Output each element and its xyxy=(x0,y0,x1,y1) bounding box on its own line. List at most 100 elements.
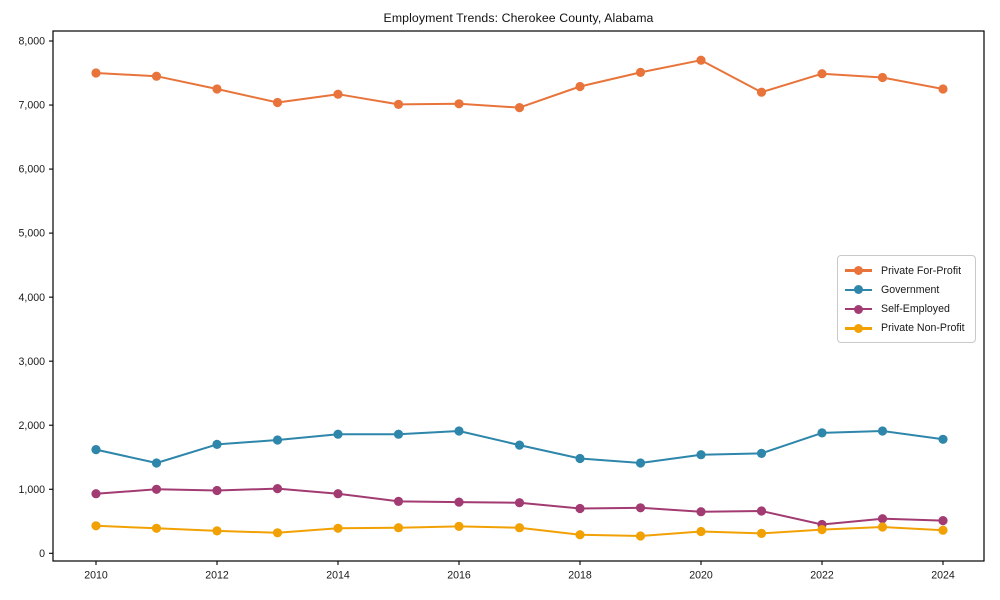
x-tick-label: 2022 xyxy=(810,570,834,582)
data-point-private-for-profit-2019 xyxy=(635,67,646,77)
line-private-for-profit xyxy=(95,59,944,109)
y-tick-label: 0 xyxy=(39,548,45,560)
legend-item-self-employed: Self-Employed xyxy=(845,300,969,319)
x-tick-label: 2014 xyxy=(326,570,350,582)
legend-marker-private-non-profit xyxy=(845,323,872,334)
chart-title: Employment Trends: Cherokee County, Alab… xyxy=(383,11,654,25)
legend-label: Government xyxy=(881,283,940,296)
data-point-government-2012 xyxy=(212,439,222,449)
data-point-private-for-profit-2017 xyxy=(514,103,525,113)
legend-label: Self-Employed xyxy=(881,303,950,316)
data-point-private-non-profit-2017 xyxy=(514,523,525,533)
legend-marker-government xyxy=(845,284,872,296)
data-point-self-employed-2010 xyxy=(91,489,101,499)
data-point-private-for-profit-2018 xyxy=(575,81,585,92)
x-axis: 2010 2012 2014 2016 2018 2020 2022 2024 xyxy=(84,561,955,582)
data-point-government-2024 xyxy=(938,434,948,444)
data-point-self-employed-2012 xyxy=(212,485,222,496)
y-tick-label: 7,000 xyxy=(18,100,45,112)
data-point-private-non-profit-2012 xyxy=(212,526,222,536)
data-point-government-2021 xyxy=(756,448,767,458)
data-point-private-non-profit-2022 xyxy=(817,525,827,535)
data-point-private-non-profit-2014 xyxy=(333,523,343,533)
data-point-government-2022 xyxy=(817,428,827,438)
data-point-private-for-profit-2024 xyxy=(938,84,948,94)
y-tick-label: 8,000 xyxy=(18,36,45,48)
data-point-self-employed-2019 xyxy=(635,503,646,513)
data-point-government-2018 xyxy=(575,453,585,464)
data-point-self-employed-2023 xyxy=(877,514,888,524)
y-tick-label: 1,000 xyxy=(18,484,45,496)
data-point-private-non-profit-2011 xyxy=(151,523,162,533)
data-point-self-employed-2016 xyxy=(454,497,464,507)
data-point-private-non-profit-2023 xyxy=(877,522,888,532)
x-tick-label: 2024 xyxy=(931,570,955,582)
series-government xyxy=(91,426,948,468)
data-point-private-for-profit-2015 xyxy=(393,99,404,109)
data-point-government-2017 xyxy=(514,440,525,450)
data-point-self-employed-2017 xyxy=(514,498,525,508)
data-point-private-non-profit-2021 xyxy=(756,528,767,539)
data-point-private-non-profit-2018 xyxy=(575,530,585,540)
data-point-government-2014 xyxy=(333,429,343,439)
data-point-self-employed-2014 xyxy=(333,489,343,499)
data-point-government-2010 xyxy=(91,445,101,455)
data-point-government-2020 xyxy=(696,450,706,460)
data-point-private-for-profit-2013 xyxy=(272,97,283,108)
data-point-self-employed-2015 xyxy=(393,496,404,506)
data-point-self-employed-2020 xyxy=(696,507,706,517)
data-point-private-non-profit-2013 xyxy=(272,528,283,538)
data-point-government-2023 xyxy=(877,426,888,436)
data-point-private-for-profit-2014 xyxy=(333,89,343,99)
data-point-self-employed-2024 xyxy=(938,516,948,526)
legend-marker-private-for-profit xyxy=(845,265,872,277)
legend-label: Private Non-Profit xyxy=(881,322,965,335)
data-point-private-non-profit-2016 xyxy=(454,521,464,532)
data-point-private-for-profit-2016 xyxy=(454,99,464,109)
data-point-private-for-profit-2021 xyxy=(756,87,767,97)
x-tick-label: 2018 xyxy=(568,570,592,582)
data-point-private-non-profit-2024 xyxy=(938,525,948,535)
data-point-government-2019 xyxy=(635,458,646,468)
data-point-private-for-profit-2022 xyxy=(817,69,827,79)
data-point-self-employed-2021 xyxy=(756,506,767,516)
y-tick-label: 5,000 xyxy=(18,228,45,240)
legend-marker-self-employed xyxy=(845,303,872,315)
x-tick-label: 2020 xyxy=(689,570,713,582)
data-point-government-2011 xyxy=(151,458,162,468)
y-tick-label: 4,000 xyxy=(18,292,45,304)
data-point-private-for-profit-2023 xyxy=(877,72,888,83)
series-private-non-profit xyxy=(91,521,948,541)
legend-item-private-non-profit: Private Non-Profit xyxy=(845,319,969,338)
data-point-private-non-profit-2020 xyxy=(696,526,706,537)
data-point-private-for-profit-2010 xyxy=(91,68,101,78)
x-tick-label: 2012 xyxy=(205,570,229,582)
y-axis: 0 1,000 2,000 3,000 4,000 5,000 6,000 7,000 8,00… xyxy=(18,36,53,560)
data-point-private-non-profit-2010 xyxy=(91,521,101,531)
data-point-self-employed-2011 xyxy=(151,484,162,494)
y-tick-label: 2,000 xyxy=(18,420,45,432)
legend-label: Private For-Profit xyxy=(881,264,962,277)
legend: Private For-Profit Government Self-Employe… xyxy=(837,255,976,343)
data-point-private-non-profit-2015 xyxy=(393,523,404,533)
legend-item-private-for-profit: Private For-Profit xyxy=(845,261,969,280)
data-point-self-employed-2018 xyxy=(575,503,585,514)
x-tick-label: 2010 xyxy=(84,570,108,582)
data-point-private-for-profit-2012 xyxy=(212,84,222,94)
data-point-private-non-profit-2019 xyxy=(635,531,646,541)
data-point-private-for-profit-2020 xyxy=(696,55,706,65)
data-point-government-2016 xyxy=(454,426,464,436)
series-private-for-profit xyxy=(91,55,948,113)
y-tick-label: 6,000 xyxy=(18,164,45,176)
x-tick-label: 2016 xyxy=(447,570,471,582)
legend-item-government: Government xyxy=(845,280,969,299)
data-point-private-for-profit-2011 xyxy=(151,71,162,81)
data-point-government-2013 xyxy=(272,435,283,445)
plot-border xyxy=(52,30,985,562)
y-tick-label: 3,000 xyxy=(18,356,45,368)
data-point-government-2015 xyxy=(393,429,404,439)
data-point-self-employed-2013 xyxy=(272,484,283,494)
series-self-employed xyxy=(91,484,948,530)
